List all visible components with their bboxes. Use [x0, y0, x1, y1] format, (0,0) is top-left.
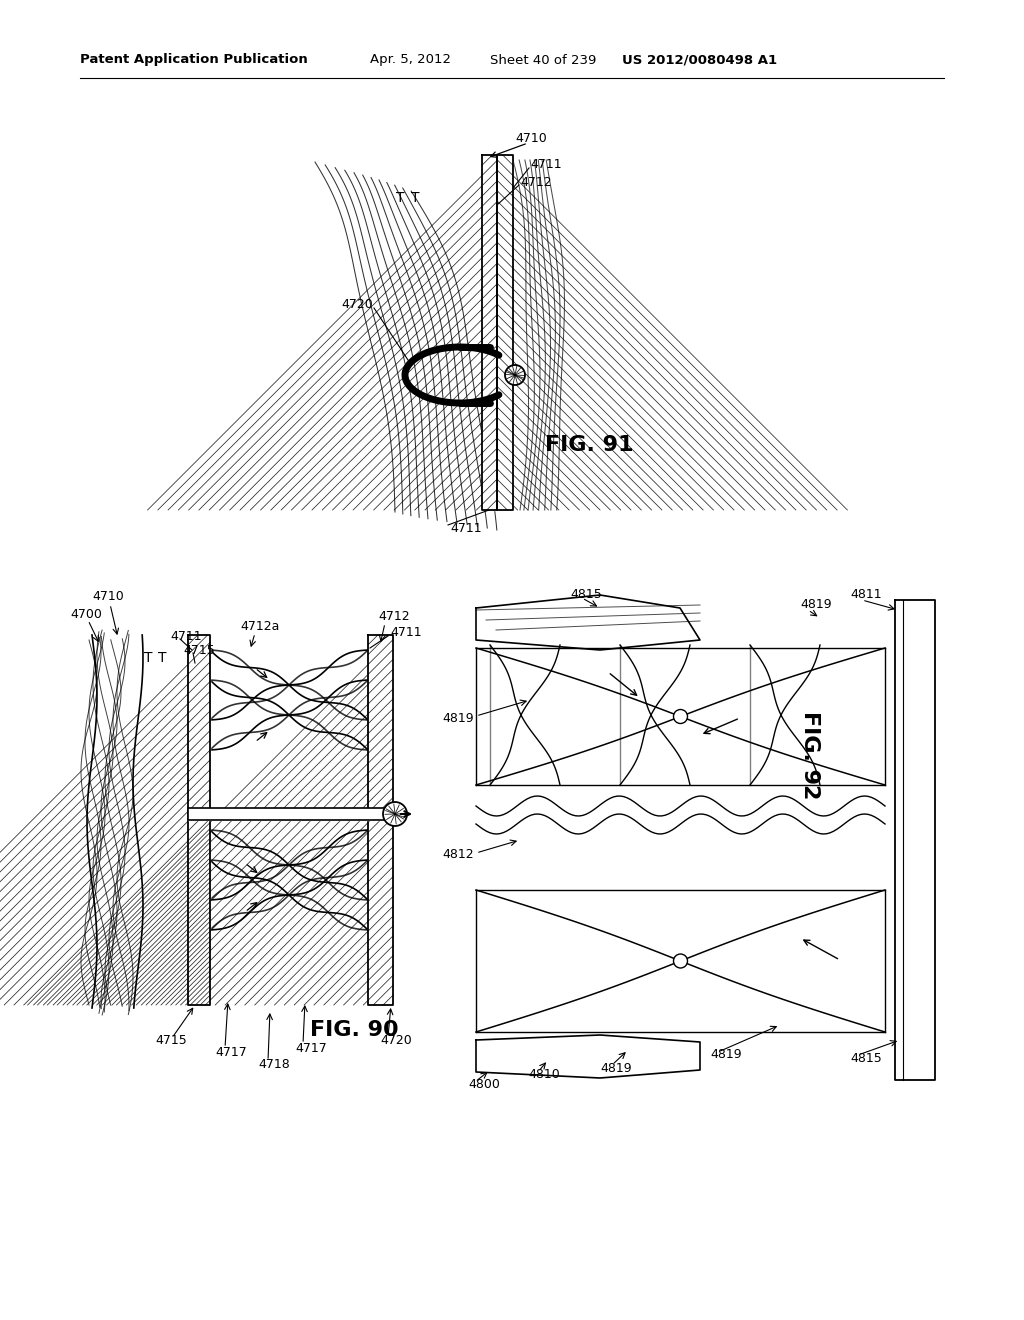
Text: 4712: 4712 [378, 610, 410, 623]
Text: T: T [411, 191, 419, 205]
Text: 4718: 4718 [258, 1059, 290, 1072]
Text: 4810: 4810 [528, 1068, 560, 1081]
Text: 4815: 4815 [570, 589, 602, 602]
Text: 4720: 4720 [341, 298, 373, 312]
Text: US 2012/0080498 A1: US 2012/0080498 A1 [622, 54, 777, 66]
Circle shape [674, 710, 687, 723]
Text: 4711: 4711 [450, 521, 481, 535]
Polygon shape [482, 154, 497, 510]
Polygon shape [497, 154, 513, 510]
Text: 4715: 4715 [155, 1034, 186, 1047]
Text: 4700: 4700 [70, 609, 101, 622]
Text: 4711: 4711 [170, 630, 202, 643]
Text: 4819: 4819 [442, 711, 474, 725]
Text: 4811: 4811 [850, 589, 882, 602]
Text: T: T [158, 651, 166, 665]
Polygon shape [895, 601, 935, 1080]
Text: 4715: 4715 [183, 644, 215, 656]
Text: T: T [143, 651, 153, 665]
Text: 4717: 4717 [215, 1045, 247, 1059]
Circle shape [505, 366, 525, 385]
Polygon shape [476, 1035, 700, 1078]
Text: 4710: 4710 [515, 132, 547, 144]
Text: FIG. 92: FIG. 92 [800, 710, 820, 799]
Polygon shape [476, 595, 700, 649]
Text: 4815: 4815 [850, 1052, 882, 1064]
Text: Sheet 40 of 239: Sheet 40 of 239 [490, 54, 596, 66]
Text: 4711: 4711 [530, 158, 561, 172]
Text: FIG. 91: FIG. 91 [545, 436, 634, 455]
Text: T: T [395, 191, 404, 205]
Text: 4819: 4819 [600, 1061, 632, 1074]
Text: 4712a: 4712a [240, 619, 280, 632]
Polygon shape [368, 635, 393, 1005]
Text: 4800: 4800 [468, 1078, 500, 1092]
Text: 4720: 4720 [380, 1034, 412, 1047]
Circle shape [674, 954, 687, 968]
Text: 4712: 4712 [520, 176, 552, 189]
Text: 4819: 4819 [710, 1048, 741, 1061]
Text: 4812: 4812 [442, 849, 474, 862]
Text: 4717: 4717 [295, 1041, 327, 1055]
Polygon shape [188, 635, 210, 1005]
Text: FIG. 90: FIG. 90 [310, 1020, 398, 1040]
Polygon shape [188, 808, 398, 820]
Text: 4711: 4711 [390, 627, 422, 639]
Text: Apr. 5, 2012: Apr. 5, 2012 [370, 54, 451, 66]
Text: 4710: 4710 [92, 590, 124, 603]
Text: 4819: 4819 [800, 598, 831, 611]
Circle shape [383, 803, 407, 826]
Text: Patent Application Publication: Patent Application Publication [80, 54, 308, 66]
